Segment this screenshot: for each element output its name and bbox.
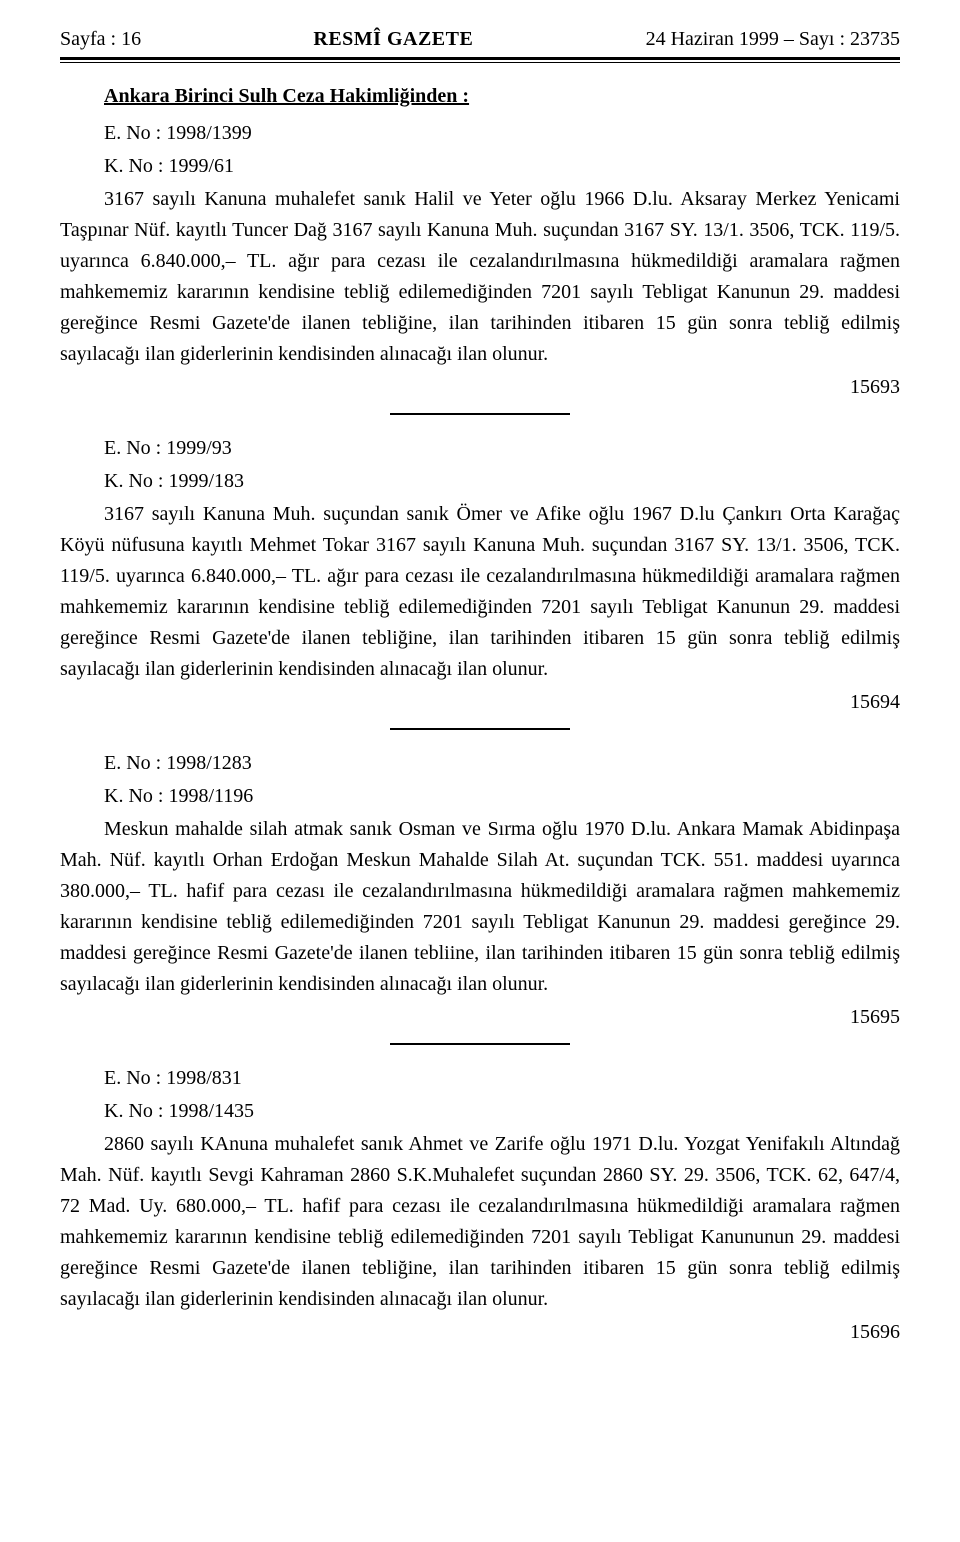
entry-ref: 15694 [60,687,900,718]
entry-body: 3167 sayılı Kanuna muhalefet sanık Halil… [60,184,900,370]
e-no: E. No : 1998/1399 [104,118,900,149]
entry-ref: 15693 [60,372,900,403]
e-no: E. No : 1998/831 [104,1063,900,1094]
page-header: Sayfa : 16 RESMÎ GAZETE 24 Haziran 1999 … [60,24,900,55]
separator [390,1043,570,1045]
entry-ref: 15695 [60,1002,900,1033]
k-no: K. No : 1998/1196 [104,781,900,812]
e-no: E. No : 1998/1283 [104,748,900,779]
header-center: RESMÎ GAZETE [313,24,473,55]
gazette-entry: E. No : 1999/93 K. No : 1999/183 3167 sa… [60,433,900,718]
gazette-entry: E. No : 1998/831 K. No : 1998/1435 2860 … [60,1063,900,1348]
k-no: K. No : 1999/183 [104,466,900,497]
k-no: K. No : 1999/61 [104,151,900,182]
header-right: 24 Haziran 1999 – Sayı : 23735 [646,24,900,55]
k-no: K. No : 1998/1435 [104,1096,900,1127]
separator [390,728,570,730]
e-no: E. No : 1999/93 [104,433,900,464]
separator [390,413,570,415]
entry-body: 2860 sayılı KAnuna muhalefet sanık Ahmet… [60,1129,900,1315]
court-heading: Ankara Birinci Sulh Ceza Hakimliğinden : [104,81,900,112]
header-rule [60,57,900,63]
gazette-entry: E. No : 1998/1399 K. No : 1999/61 3167 s… [60,118,900,403]
header-left: Sayfa : 16 [60,24,141,55]
entry-ref: 15696 [60,1317,900,1348]
entry-body: Meskun mahalde silah atmak sanık Osman v… [60,814,900,1000]
entry-body: 3167 sayılı Kanuna Muh. suçundan sanık Ö… [60,499,900,685]
gazette-entry: E. No : 1998/1283 K. No : 1998/1196 Mesk… [60,748,900,1033]
